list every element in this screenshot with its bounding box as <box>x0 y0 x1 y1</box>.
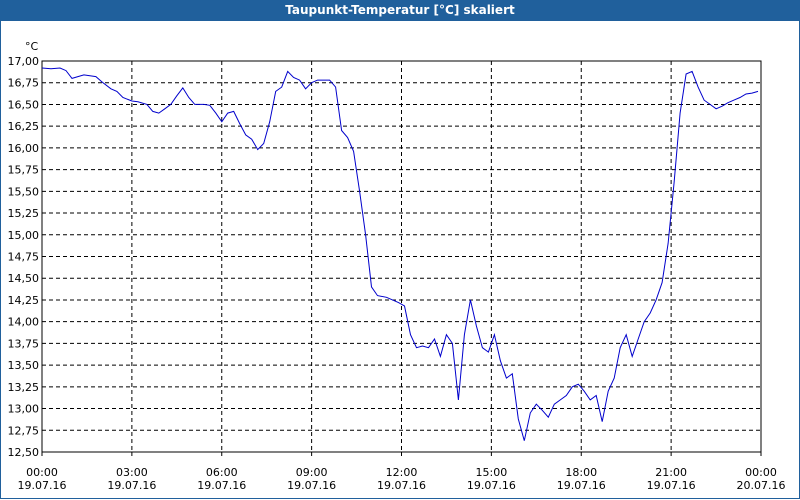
x-tick-time: 09:00 <box>296 466 328 479</box>
y-tick-label: 13,50 <box>8 359 40 372</box>
x-tick-time: 15:00 <box>476 466 508 479</box>
x-tick-time: 21:00 <box>655 466 687 479</box>
series-line <box>41 67 759 441</box>
y-tick-label: 14,75 <box>8 251 40 264</box>
x-tick-time: 06:00 <box>206 466 238 479</box>
y-tick-label: 12,75 <box>8 424 40 437</box>
y-tick-label: 17,00 <box>8 55 40 68</box>
x-tick-date: 19.07.16 <box>107 479 156 492</box>
x-tick-time: 03:00 <box>116 466 148 479</box>
y-tick-label: 16,50 <box>8 98 40 111</box>
series-group <box>41 67 759 441</box>
y-tick-label: 13,00 <box>8 403 40 416</box>
chart-frame: 17,00 16,75 16,50 16,25 16,00 15,75 15,50 15,25… <box>0 21 800 499</box>
x-axis-labels: 00:0019.07.1603:0019.07.1606:0019.07.160… <box>18 466 786 492</box>
x-tick-time: 00:00 <box>26 466 58 479</box>
y-tick-label: 15,50 <box>8 185 40 198</box>
y-tick-label: 16,00 <box>8 142 40 155</box>
y-tick-label: 13,75 <box>8 337 40 350</box>
x-tick-time: 00:00 <box>745 466 777 479</box>
y-tick-label: 14,00 <box>8 316 40 329</box>
y-tick-label: 16,25 <box>8 120 40 133</box>
y-axis-labels: 17,00 16,75 16,50 16,25 16,00 15,75 15,50 15,25… <box>8 55 40 459</box>
grid-lines <box>42 61 761 452</box>
x-tick-date: 19.07.16 <box>287 479 336 492</box>
axes <box>41 60 762 456</box>
line-chart: 17,00 16,75 16,50 16,25 16,00 15,75 15,50 15,25… <box>8 40 786 492</box>
y-tick-label: 15,75 <box>8 164 40 177</box>
y-tick-label: 12,50 <box>8 446 40 459</box>
y-tick-label: 14,25 <box>8 294 40 307</box>
x-tick-date: 19.07.16 <box>647 479 696 492</box>
y-tick-label: 15,00 <box>8 229 40 242</box>
y-tick-label: 16,75 <box>8 77 40 90</box>
x-tick-time: 12:00 <box>386 466 418 479</box>
x-tick-date: 19.07.16 <box>197 479 246 492</box>
x-tick-date: 19.07.16 <box>467 479 516 492</box>
y-tick-label: 14,50 <box>8 272 40 285</box>
chart-title: Taupunkt-Temperatur [°C] skaliert <box>0 0 800 21</box>
x-tick-date: 19.07.16 <box>18 479 67 492</box>
x-tick-date: 19.07.16 <box>557 479 606 492</box>
x-tick-time: 18:00 <box>565 466 597 479</box>
y-tick-label: 15,25 <box>8 207 40 220</box>
x-tick-date: 20.07.16 <box>737 479 786 492</box>
plot-border <box>41 60 762 453</box>
x-tick-date: 19.07.16 <box>377 479 426 492</box>
y-tick-label: 13,25 <box>8 381 40 394</box>
y-axis-unit: °C <box>25 40 39 53</box>
